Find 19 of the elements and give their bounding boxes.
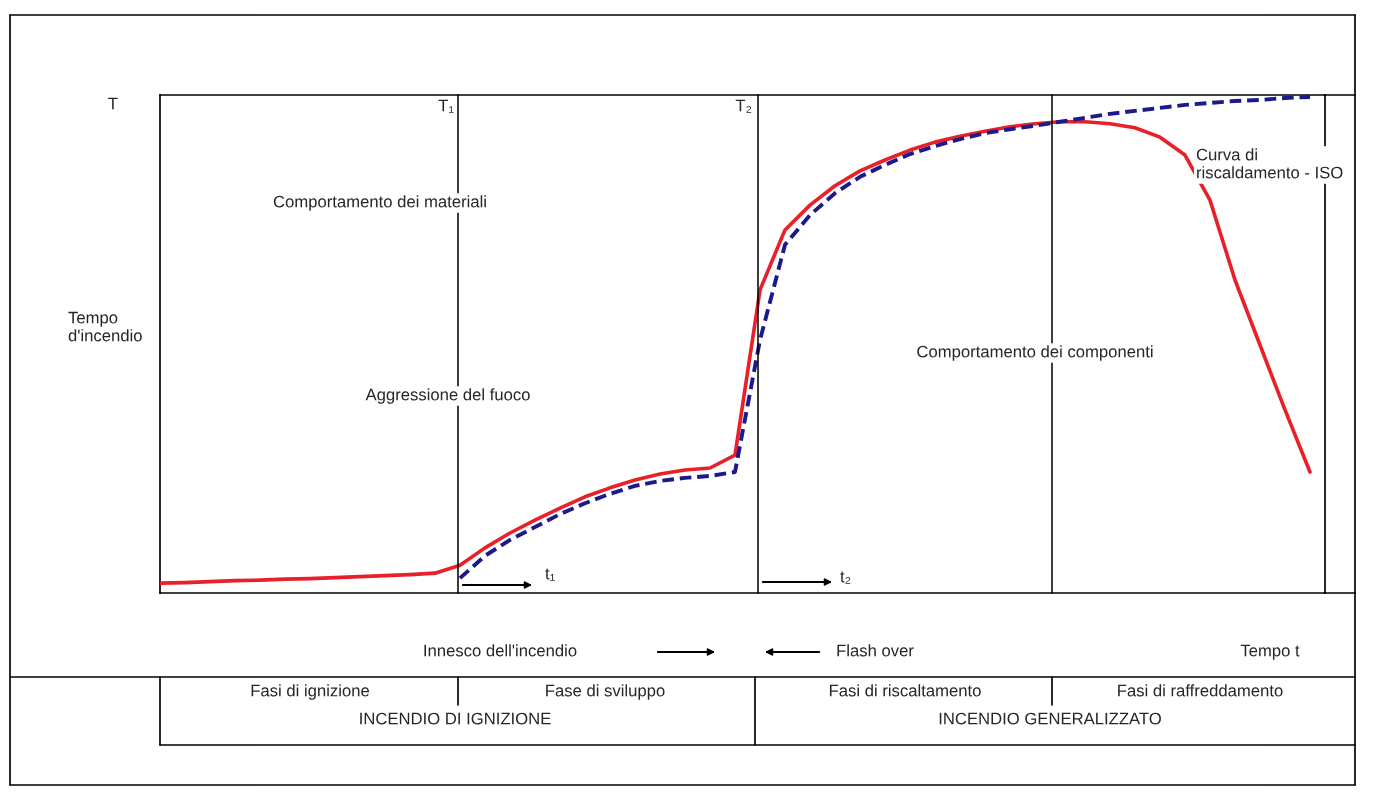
annotation: Aggressione del fuoco <box>365 388 530 404</box>
text: Fasi di raffreddamento <box>1118 684 1283 697</box>
annotation: Comportamento dei materiali <box>273 195 486 211</box>
text: Fasi di ignizione <box>251 684 370 700</box>
y-axis-title: Tempo d'incendio <box>68 311 142 342</box>
text: INCENDIO GENERALIZZATO <box>939 712 1161 725</box>
annotation: t₂ <box>840 571 851 584</box>
x-axis-title: Tempo t <box>1240 644 1300 660</box>
annotation: T₁ <box>438 99 454 113</box>
text: Fase di sviluppo <box>546 684 665 700</box>
text: Fasi di riscaltamento <box>829 684 981 697</box>
annotation: Curva di riscaldamento - ISO <box>1196 148 1343 179</box>
text: Innesco dell'incendio <box>424 644 577 657</box>
text: Flash over <box>837 644 914 657</box>
annotation: T₂ <box>735 99 752 113</box>
annotation: Comportamento dei componenti <box>917 345 1153 361</box>
text: INCENDIO DI IGNIZIONE <box>360 712 551 725</box>
text: T <box>108 97 118 110</box>
annotation: t₁ <box>545 568 555 581</box>
